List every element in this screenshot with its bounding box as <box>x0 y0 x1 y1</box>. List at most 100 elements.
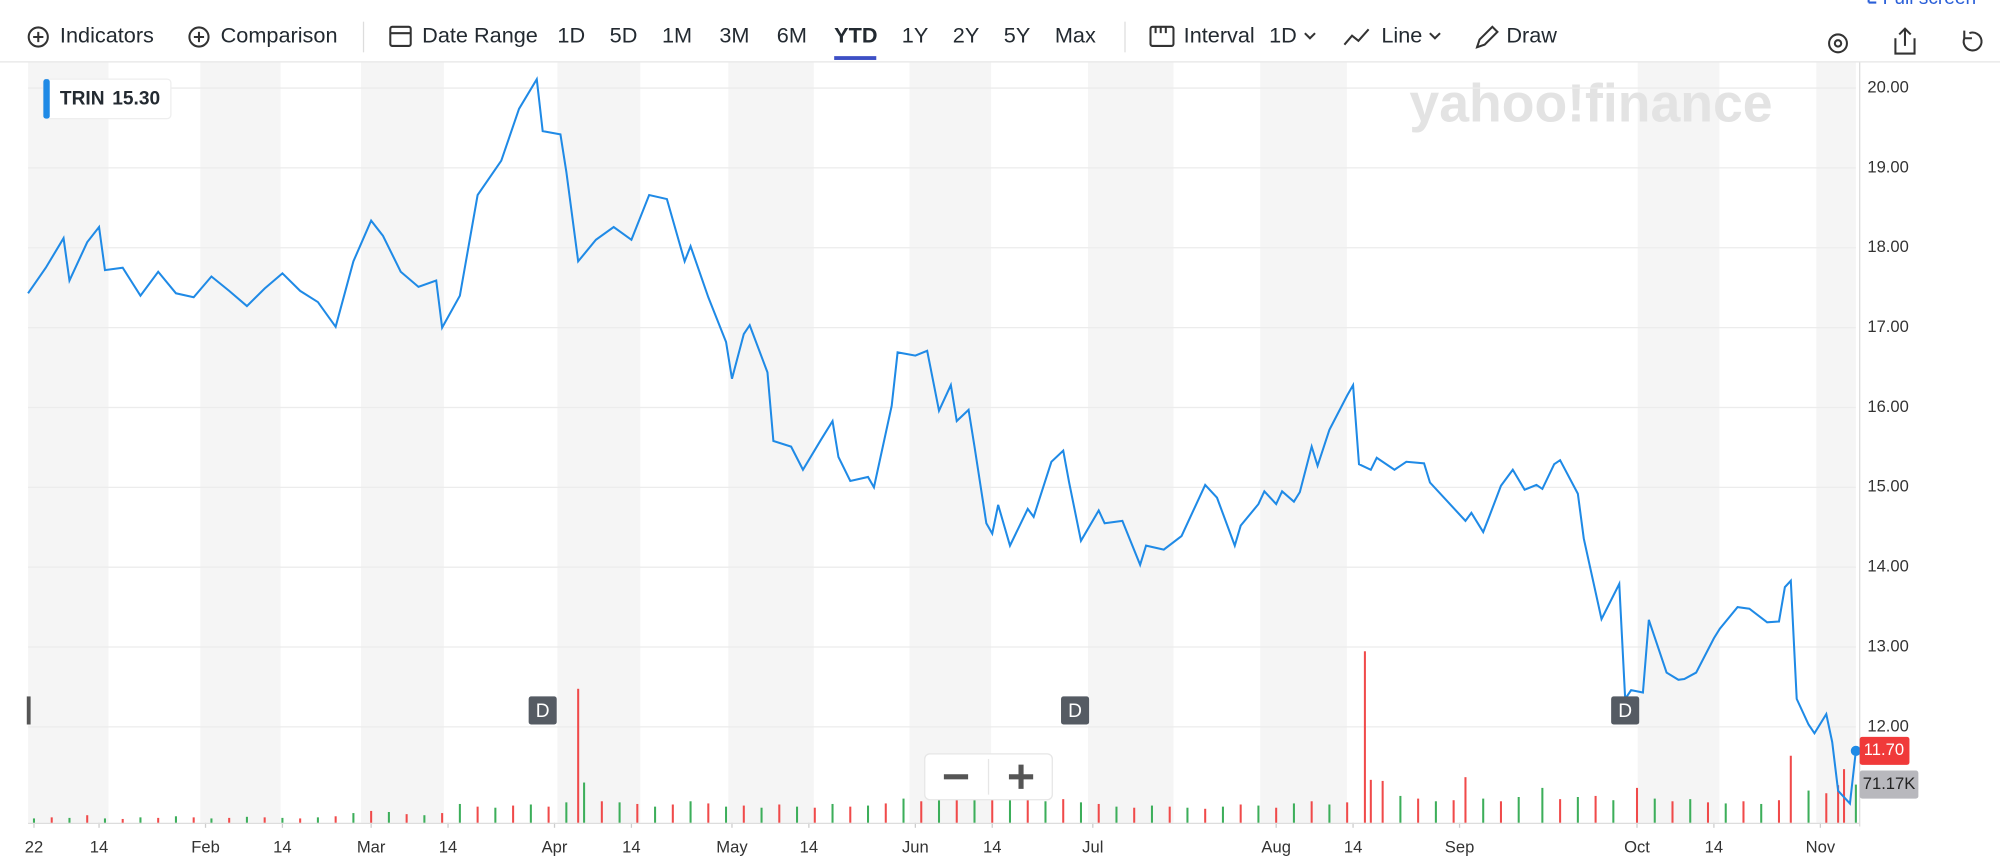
volume-bar <box>494 807 497 823</box>
shade <box>1637 62 1720 823</box>
range-button-active[interactable]: YTD <box>834 23 877 48</box>
indicators-icon[interactable] <box>27 26 49 48</box>
interval-icon[interactable] <box>1149 25 1175 47</box>
interval-ticks <box>1154 26 1167 34</box>
indicators-button[interactable]: Indicators <box>60 23 154 48</box>
range-button[interactable]: 1M <box>662 23 692 48</box>
volume-bar <box>476 806 479 823</box>
y-tick-label: 14.00 <box>1867 557 1909 576</box>
volume-bar <box>1026 798 1029 823</box>
volume-bar <box>387 811 390 823</box>
volume-bar <box>1612 800 1615 823</box>
volume-bar <box>210 818 213 823</box>
range-button[interactable]: 1Y <box>902 23 929 48</box>
x-tick-label: Mar <box>357 838 386 857</box>
volume-bar <box>618 802 621 823</box>
volume-bar <box>654 806 657 823</box>
volume-bar <box>1079 802 1082 823</box>
interval-value[interactable]: 1D <box>1269 23 1297 48</box>
volume-bar <box>831 803 834 823</box>
volume-bar <box>671 804 674 823</box>
volume-bar <box>1221 806 1224 823</box>
volume-bar <box>1807 790 1810 823</box>
line-icon[interactable] <box>1343 28 1370 46</box>
volume-bar <box>547 806 550 823</box>
toolbar: Indicators Comparison Date Range 1D 5D 1… <box>27 0 1983 60</box>
volume-bar <box>1777 800 1780 823</box>
volume-bar <box>1854 784 1857 823</box>
range-button[interactable]: 5Y <box>1004 23 1031 48</box>
volume-bar <box>1381 780 1384 823</box>
settings-core <box>1833 39 1843 48</box>
volume-bar <box>1452 800 1455 823</box>
shading <box>28 62 1856 823</box>
volume-bar <box>157 817 160 823</box>
volume-bar <box>405 814 408 823</box>
volume-bar <box>920 801 923 823</box>
volume-bar <box>583 782 586 823</box>
volume-bar <box>689 801 692 823</box>
shade <box>557 62 641 823</box>
volume-bar <box>245 816 248 823</box>
event-marker-edge <box>26 696 31 725</box>
share-icon[interactable] <box>1894 27 1916 55</box>
volume-bar <box>991 796 994 823</box>
volume-bar <box>867 805 870 823</box>
x-tick-label: Nov <box>1806 838 1836 857</box>
volume-bar <box>1576 796 1579 823</box>
full-screen-icon[interactable] <box>1867 0 1877 4</box>
draw-button[interactable]: Draw <box>1506 23 1557 48</box>
interval-button[interactable]: Interval <box>1184 23 1255 48</box>
volume-bar <box>796 806 799 823</box>
zoom-out-button[interactable] <box>943 774 969 780</box>
y-tick-label: 18.00 <box>1867 237 1909 256</box>
event-marker <box>1611 696 1640 725</box>
draw-icon[interactable] <box>1475 25 1499 49</box>
volume-bar <box>1239 804 1242 823</box>
zoom-in-button[interactable] <box>1008 764 1034 789</box>
volume-bar <box>813 807 816 823</box>
volume-bar <box>1044 801 1047 823</box>
volume-bar <box>1724 803 1727 823</box>
x-tick-label: 14 <box>273 838 291 857</box>
shade <box>728 62 814 823</box>
legend-value: 15.30 <box>112 89 160 110</box>
volume-bar <box>1825 793 1828 823</box>
volume-bar <box>512 805 515 823</box>
comparison-icon[interactable] <box>188 26 210 48</box>
volume-bar <box>1653 798 1656 823</box>
chart-style-button[interactable]: Line <box>1381 23 1422 48</box>
plot <box>27 76 1860 828</box>
volume-bar <box>600 801 603 823</box>
volume-bar <box>228 817 231 823</box>
x-tick-label: Sep <box>1445 838 1475 857</box>
event-label: D <box>1618 701 1632 722</box>
volume-bar <box>86 815 89 823</box>
range-button[interactable]: Max <box>1055 23 1096 48</box>
x-tick-label: 14 <box>1705 838 1723 857</box>
y-tick-label: 20.00 <box>1867 77 1909 96</box>
date-range-button[interactable]: Date Range <box>422 23 538 48</box>
volume-bar <box>1369 779 1372 823</box>
volume-bar <box>139 817 142 823</box>
range-button[interactable]: 3M <box>719 23 749 48</box>
range-button[interactable]: 2Y <box>953 23 980 48</box>
range-button[interactable]: 1D <box>557 23 585 48</box>
volume-bar <box>1328 804 1331 823</box>
volume-bar <box>1559 799 1562 823</box>
range-button[interactable]: 5D <box>610 23 638 48</box>
calendar-icon[interactable] <box>389 25 412 47</box>
legend: TRIN 15.30 <box>42 78 172 120</box>
range-button[interactable]: 6M <box>777 23 807 48</box>
reset-icon[interactable] <box>1962 30 1983 52</box>
volume-label: 71.17K <box>1863 774 1916 793</box>
volume-bar <box>121 818 124 823</box>
volume-bar <box>760 807 763 823</box>
full-screen-button[interactable]: Full screen <box>1883 0 1977 9</box>
comparison-button[interactable]: Comparison <box>221 23 338 48</box>
settings-icon[interactable] <box>1828 33 1848 54</box>
x-tick-label: 14 <box>622 838 640 857</box>
x-tick-label: Feb <box>191 838 220 857</box>
x-tick-label: 22 <box>25 838 43 857</box>
legend-name: TRIN <box>60 89 105 110</box>
